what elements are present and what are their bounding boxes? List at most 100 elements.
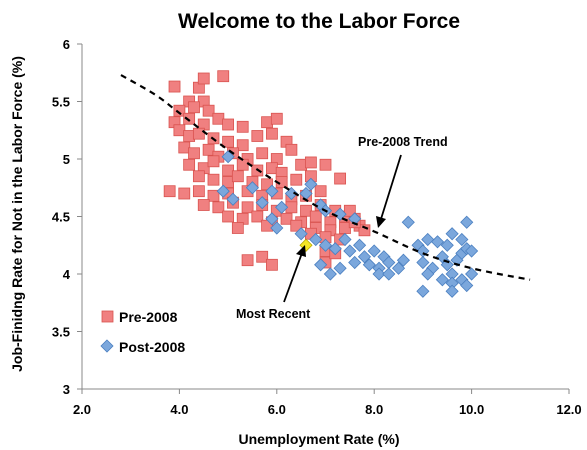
- post-2008-point: [435, 273, 449, 287]
- post-2008-point: [445, 227, 459, 241]
- pre-2008-point: [241, 254, 254, 267]
- post-2008-point: [372, 267, 386, 281]
- post-2008-series: [216, 150, 479, 298]
- pre-2008-point: [270, 112, 283, 125]
- pre-2008-point: [358, 224, 371, 237]
- post-2008-point: [265, 184, 279, 198]
- y-tick-label: 5: [63, 152, 70, 167]
- pre-2008-point: [285, 143, 298, 156]
- trend-arrowhead-icon: [376, 216, 386, 228]
- pre-2008-point: [173, 104, 186, 117]
- pre-2008-point: [183, 158, 196, 171]
- post-2008-point: [318, 238, 333, 252]
- x-tick-label: 2.0: [73, 402, 91, 417]
- pre-2008-point: [197, 199, 210, 211]
- pre-2008-point: [163, 185, 176, 198]
- post-2008-point: [343, 244, 357, 258]
- recent-arrowhead-icon: [296, 245, 306, 257]
- post-2008-point: [265, 212, 279, 226]
- pre-2008-point: [202, 104, 215, 117]
- post-2008-point: [382, 267, 396, 281]
- post-2008-point: [430, 235, 445, 249]
- pre-2008-point: [222, 135, 235, 148]
- plot-area: 2.0 4.0 6.0 8.0 10.0 12.0 3 3.5 4 4.5 5 5.5 6: [52, 37, 582, 417]
- x-tick-label: 4.0: [170, 402, 188, 417]
- pre-2008-point: [304, 156, 317, 169]
- legend-pre-2008: Pre-2008: [119, 309, 178, 325]
- post-2008-point: [460, 215, 474, 229]
- y-tick-label: 4: [63, 267, 71, 282]
- post-2008-point: [245, 181, 260, 195]
- post-2008-point: [416, 284, 430, 298]
- pre-2008-point: [188, 147, 200, 160]
- x-tick-label: 8.0: [365, 402, 383, 417]
- post-2008-point: [226, 192, 240, 206]
- pre-2008-point: [319, 158, 332, 171]
- trend-annotation: Pre-2008 Trend: [358, 135, 448, 149]
- post-2008-point: [328, 242, 342, 256]
- pre-2008-point: [280, 212, 293, 225]
- post-2008-point: [391, 261, 406, 275]
- pre-2008-point: [183, 112, 196, 125]
- post-2008-point: [333, 207, 347, 221]
- x-tick-label: 12.0: [556, 402, 581, 417]
- pre-2008-point: [178, 187, 191, 200]
- post-2008-point: [275, 200, 289, 214]
- post-2008-point: [460, 278, 474, 293]
- pre-2008-point: [207, 189, 220, 202]
- x-tick-label: 10.0: [459, 402, 484, 417]
- post-2008-point: [445, 284, 459, 298]
- post-2008-point: [270, 221, 284, 235]
- post-2008-point: [348, 255, 362, 270]
- y-tick-label: 3.5: [52, 325, 70, 340]
- x-axis-label: Unemployment Rate (%): [238, 431, 399, 447]
- x-axis-ticks: 2.0 4.0 6.0 8.0 10.0 12.0: [73, 389, 582, 417]
- post-2008-point: [357, 250, 372, 264]
- recent-annotation: Most Recent: [236, 307, 311, 321]
- pre-2008-point: [236, 158, 249, 171]
- pre-2008-point: [290, 173, 303, 186]
- pre-2008-point: [236, 139, 249, 152]
- post-2008-point: [465, 267, 479, 281]
- y-tick-label: 6: [63, 37, 70, 52]
- legend-post-2008: Post-2008: [119, 339, 185, 355]
- post-2008-point: [338, 232, 352, 247]
- legend-square-icon: [101, 310, 114, 323]
- chart-title: Welcome to the Labor Force: [178, 10, 460, 33]
- pre-2008-point: [222, 118, 235, 131]
- pre-2008-point: [314, 185, 327, 198]
- pre-2008-point: [207, 155, 220, 168]
- pre-2008-point: [217, 70, 230, 83]
- pre-2008-point: [231, 222, 244, 234]
- post-2008-point: [440, 238, 454, 252]
- post-2008-point: [314, 258, 328, 272]
- pre-2008-point: [343, 204, 356, 217]
- pre-2008-point: [334, 172, 347, 185]
- pre-2008-point: [266, 127, 278, 140]
- pre-2008-point: [309, 210, 322, 223]
- pre-2008-trend-line: [120, 74, 531, 281]
- pre-2008-point: [231, 170, 244, 183]
- post-2008-point: [396, 253, 410, 267]
- post-2008-point: [455, 232, 469, 247]
- legend: Pre-2008 Post-2008: [100, 309, 185, 355]
- pre-2008-series: [163, 70, 371, 271]
- pre-2008-point: [290, 219, 303, 232]
- post-2008-point: [401, 215, 415, 229]
- post-2008-point: [421, 232, 435, 247]
- y-axis-ticks: 3 3.5 4 4.5 5 5.5 6: [52, 37, 82, 397]
- post-2008-point: [216, 184, 230, 198]
- pre-2008-point: [197, 72, 210, 85]
- legend-diamond-icon: [100, 339, 114, 353]
- pre-2008-point: [251, 130, 264, 142]
- post-2008-point: [348, 212, 362, 226]
- post-2008-point: [255, 196, 269, 210]
- pre-2008-point: [236, 120, 249, 133]
- post-2008-point: [221, 150, 235, 164]
- post-2008-point: [416, 255, 430, 270]
- pre-2008-point: [192, 170, 205, 183]
- pre-2008-point: [192, 127, 205, 140]
- pre-2008-point: [222, 210, 235, 223]
- pre-2008-point: [168, 80, 181, 93]
- y-tick-label: 4.5: [52, 210, 70, 225]
